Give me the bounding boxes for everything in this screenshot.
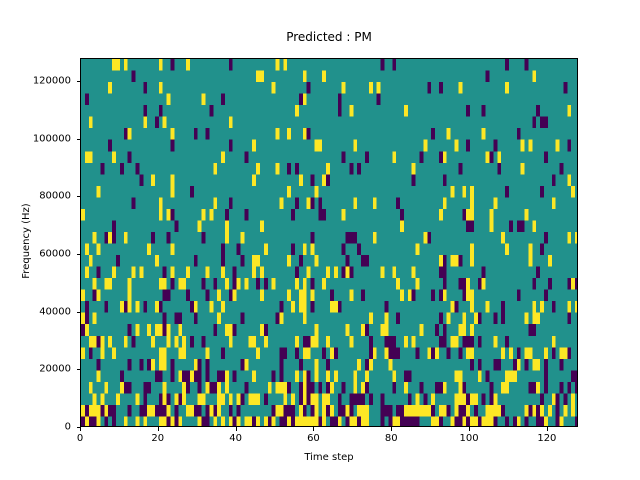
x-tick-label: 100 (459, 433, 479, 444)
x-tick-mark (469, 427, 471, 431)
y-tick-mark (76, 138, 80, 140)
x-tick-label: 120 (537, 433, 557, 444)
x-tick-label: 40 (229, 433, 242, 444)
y-tick-mark (76, 427, 80, 428)
y-tick-mark (76, 254, 80, 256)
y-tick-mark (76, 311, 80, 313)
x-tick-mark (546, 427, 548, 431)
x-tick-mark (157, 427, 159, 431)
x-tick-mark (313, 427, 315, 431)
x-tick-mark (80, 427, 81, 431)
y-tick-label: 0 (64, 421, 71, 433)
x-tick-mark (391, 427, 393, 431)
y-tick-label: 80000 (39, 190, 71, 202)
y-tick-mark (76, 369, 80, 371)
x-tick-mark (235, 427, 237, 431)
y-tick-label: 60000 (39, 248, 71, 260)
y-tick-label: 120000 (32, 75, 71, 87)
page-title: Predicted : PM (286, 30, 372, 44)
y-tick-mark (76, 196, 80, 198)
y-tick-label: 20000 (39, 363, 71, 375)
y-tick-label: 100000 (32, 133, 71, 145)
x-tick-label: 60 (307, 433, 320, 444)
heatmap-image (81, 59, 577, 426)
heatmap-plot-area[interactable] (80, 58, 578, 427)
y-axis-label: Frequency (Hz) (21, 203, 32, 279)
x-tick-label: 20 (151, 433, 165, 444)
x-axis-label: Time step (304, 452, 354, 463)
y-tick-mark (76, 81, 80, 83)
x-tick-label: 80 (384, 433, 398, 444)
x-tick-label: 0 (76, 433, 84, 444)
y-tick-label: 40000 (39, 306, 71, 318)
